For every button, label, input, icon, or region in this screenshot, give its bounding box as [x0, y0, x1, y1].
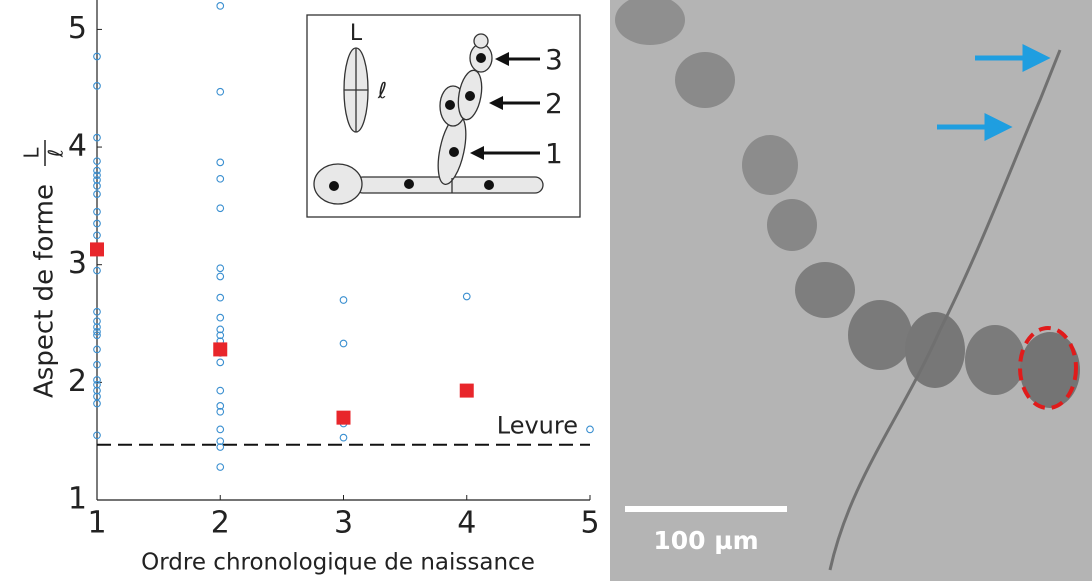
data-point: [93, 323, 101, 331]
data-point: [216, 174, 225, 183]
data-point: [216, 331, 225, 340]
data-point: [93, 266, 101, 275]
data-point: [93, 317, 101, 326]
data-point: [93, 380, 101, 389]
data-point: [93, 360, 101, 369]
inset-labels: L ℓ 1 2 3: [350, 21, 563, 170]
data-point: [93, 176, 101, 184]
y-axis-label: Aspect de forme: [30, 184, 60, 398]
inset-label: 1: [545, 137, 563, 170]
data-point: [93, 219, 101, 228]
data-point: [216, 463, 225, 471]
data-point: [216, 264, 225, 273]
data-point: [93, 52, 101, 61]
inset-label: ℓ: [377, 79, 387, 104]
data-point: [216, 87, 225, 96]
x-axis-label: Ordre chronologique de naissance: [141, 550, 535, 576]
data-point: [93, 331, 101, 340]
data-point: [93, 182, 101, 190]
y-tick-label: 3: [68, 246, 87, 281]
data-point: [93, 231, 101, 240]
x-tick-label: 1: [87, 506, 106, 541]
data-point: [216, 2, 225, 10]
mean-marker: [213, 342, 228, 357]
mean-marker: [90, 242, 104, 257]
data-point: [93, 82, 101, 90]
x-tick-label: 4: [457, 506, 476, 541]
y-tick-label: 1: [68, 482, 87, 517]
data-point: [93, 157, 101, 166]
data-point: [93, 171, 101, 180]
data-point: [216, 158, 225, 167]
data-point: [586, 425, 594, 434]
data-point: [93, 190, 101, 198]
data-point: [216, 386, 225, 395]
data-point: [93, 376, 101, 384]
y-label-denominator: ℓ: [44, 149, 68, 158]
y-tick-label: 5: [68, 11, 87, 46]
data-point: [93, 166, 101, 175]
mean-marker: [459, 383, 474, 398]
data-point: [216, 425, 225, 434]
data-point: [93, 399, 101, 408]
data-point: [93, 133, 101, 142]
data-point: [216, 204, 225, 213]
data-point: [93, 327, 101, 336]
data-point: [216, 407, 225, 416]
data-point: [216, 272, 225, 281]
data-point: [216, 313, 225, 322]
data-point: [93, 345, 101, 354]
data-point: [93, 307, 101, 316]
y-label-numerator: L: [20, 147, 44, 159]
scale-bar-label: 100 µm: [653, 526, 758, 555]
data-point: [339, 433, 348, 442]
data-point: [93, 386, 101, 395]
reference-label: Levure: [497, 412, 578, 440]
data-point: [462, 292, 471, 301]
inset-diagram: [306, 14, 581, 218]
data-point: [93, 431, 101, 440]
inset-label: 3: [545, 43, 563, 76]
data-point: [339, 339, 348, 348]
x-tick-label: 2: [211, 506, 230, 541]
data-point: [216, 325, 225, 334]
data-point: [216, 402, 225, 410]
data-point: [216, 437, 225, 446]
data-point: [339, 296, 348, 304]
x-tick-label: 5: [580, 506, 599, 541]
y-tick-label: 2: [68, 364, 87, 399]
inset-label: L: [350, 21, 363, 46]
y-tick-label: 4: [68, 129, 87, 164]
mean-marker: [336, 410, 351, 425]
data-point: [216, 443, 225, 451]
data-point: [93, 207, 101, 216]
x-tick-label: 3: [334, 506, 353, 541]
data-point: [216, 293, 225, 302]
inset-label: 2: [545, 87, 563, 120]
data-point: [216, 358, 225, 367]
micrograph: 100 µm: [610, 0, 1092, 581]
